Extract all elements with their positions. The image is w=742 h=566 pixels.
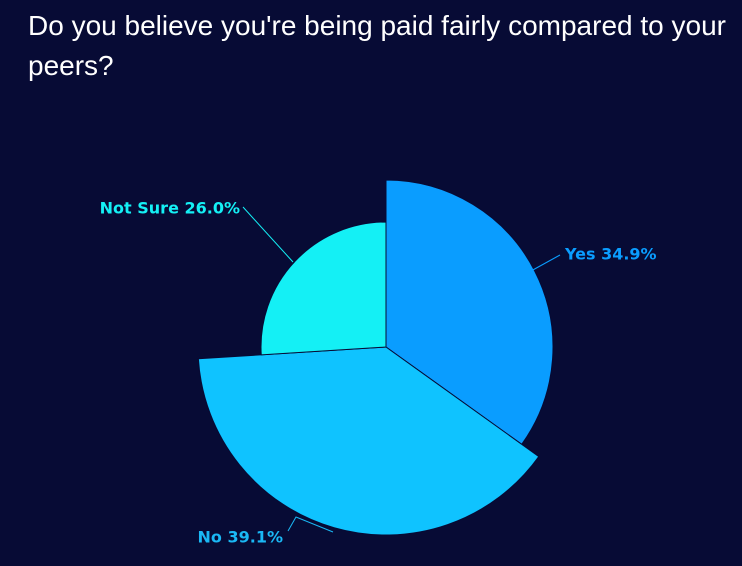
leader-line-not-sure (242, 206, 294, 263)
chart-title: Do you believe you're being paid fairly … (28, 10, 726, 81)
slice-label-no: No 39.1% (198, 528, 283, 547)
pie-slice-not-sure[interactable] (260, 221, 387, 356)
pie-labels: Yes 34.9% No 39.1% Not Sure 26.0% (100, 199, 657, 547)
pie-slices (197, 179, 554, 536)
pie-slice-no[interactable] (197, 346, 540, 536)
pie-slice-yes[interactable] (385, 179, 554, 446)
slice-label-not-sure: Not Sure 26.0% (100, 199, 240, 218)
slice-label-yes: Yes 34.9% (564, 245, 657, 264)
leader-line-no (287, 516, 334, 533)
pie-leader-lines (242, 206, 561, 533)
leader-line-yes (530, 254, 561, 272)
